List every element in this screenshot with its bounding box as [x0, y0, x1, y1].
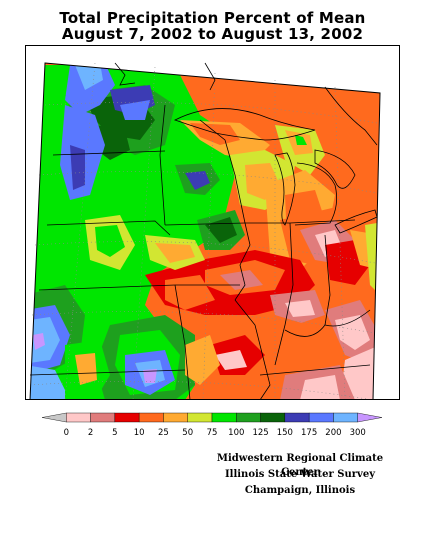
credit-line-2: Illinois State Water Survey	[224, 469, 376, 480]
legend-tick-label: 50	[182, 428, 193, 438]
credit-line-1: Midwestern Regional Climate Center	[216, 453, 384, 478]
map-frame	[25, 45, 400, 400]
legend-tick-label: 125	[252, 428, 268, 438]
legend-swatch	[187, 412, 213, 423]
legend-swatches	[41, 412, 383, 423]
legend-tick-label: 25	[158, 428, 169, 438]
legend-swatch	[236, 412, 261, 423]
graticule	[29, 62, 378, 400]
legend-swatch	[163, 412, 188, 423]
legend-labels: 0 2 5 10 25 50 75 100 125 150 175 200 300	[64, 428, 366, 438]
map-title: Total Precipitation Percent of Mean	[59, 9, 366, 27]
legend-tick-label: 300	[350, 428, 366, 438]
legend-tick-label: 5	[112, 428, 117, 438]
legend-tick-label: 2	[88, 428, 93, 438]
legend-tick-label: 200	[325, 428, 341, 438]
legend-tick-label: 0	[64, 428, 69, 438]
legend-swatch	[138, 412, 164, 423]
legend-swatch	[284, 412, 310, 423]
legend-tick-label: 10	[134, 428, 145, 438]
map-date-range: August 7, 2002 to August 13, 2002	[61, 25, 364, 43]
legend-tick-label: 100	[228, 428, 244, 438]
color-legend: 0 2 5 10 25 50 75 100 125 150 175 200 300	[41, 412, 383, 438]
state-boundaries	[29, 62, 378, 400]
legend-tick-label: 175	[301, 428, 317, 438]
legend-swatch	[41, 412, 67, 423]
precipitation-map	[25, 45, 400, 400]
legend-swatch	[90, 412, 116, 423]
legend-swatch	[260, 412, 286, 423]
legend-swatch	[333, 412, 358, 423]
precipitation-field	[30, 63, 380, 400]
legend-swatch	[211, 412, 237, 423]
credit-line-3: Champaign, Illinois	[244, 485, 356, 496]
legend-swatch	[357, 412, 383, 423]
legend-tick-label: 150	[277, 428, 293, 438]
legend-swatch	[308, 412, 334, 423]
legend-swatch	[66, 412, 91, 423]
legend-swatch	[114, 412, 140, 423]
legend-tick-label: 75	[207, 428, 218, 438]
projection-outline	[29, 62, 381, 400]
